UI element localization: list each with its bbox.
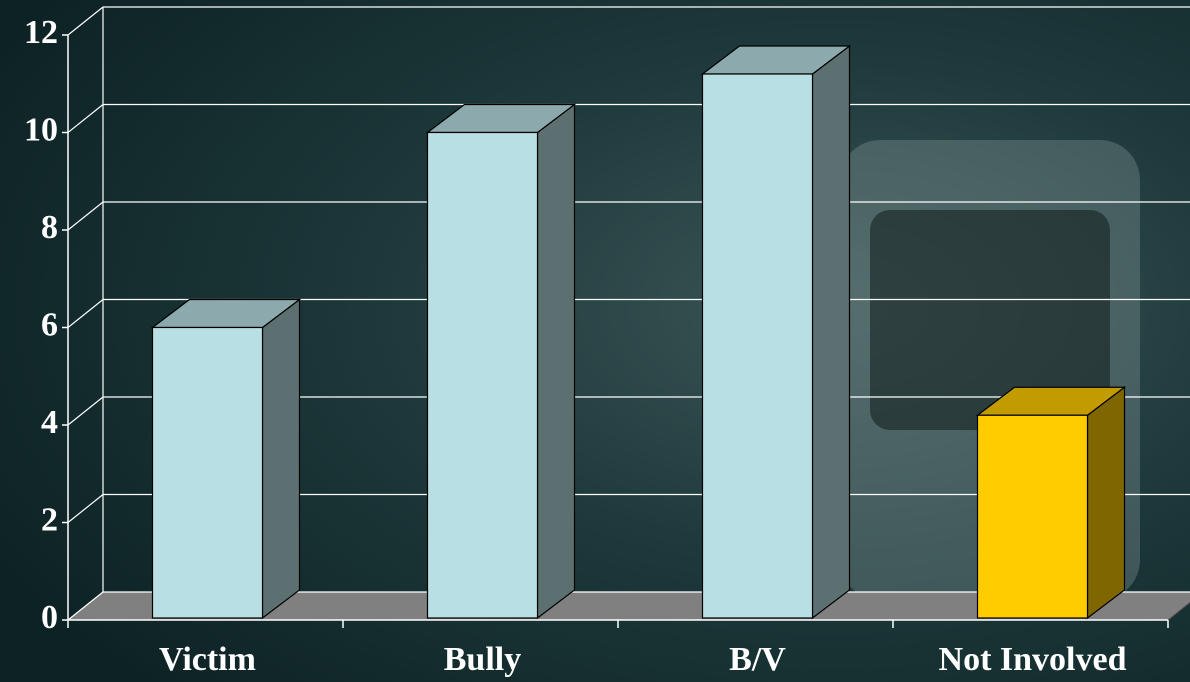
grid-line-side [67, 201, 104, 231]
grid-line-side [67, 104, 104, 133]
y-tick-label: 0 [41, 599, 58, 636]
y-tick-label: 4 [41, 404, 58, 441]
y-tick-label: 12 [24, 14, 58, 51]
x-tick-label: Bully [444, 641, 521, 678]
grid-line-side [67, 6, 104, 36]
grid-line-side [67, 591, 104, 621]
y-tick-label: 6 [41, 306, 58, 343]
background-screen [870, 210, 1110, 430]
bar-side [536, 103, 576, 620]
grid-line-side [67, 299, 104, 328]
bar-side [261, 298, 301, 620]
grid-line-side [67, 494, 104, 523]
bar [426, 131, 539, 619]
plot: 0 2 4 6 8 10 12 Victim Bully B/V Not Involved [24, 6, 1190, 678]
bar-side [1086, 386, 1126, 620]
x-tick-label: Not Involved [939, 641, 1127, 678]
bar [976, 414, 1089, 619]
bar [701, 73, 814, 619]
y-tick-label: 10 [24, 111, 58, 148]
bar [151, 326, 264, 619]
x-tick-label: B/V [729, 641, 786, 678]
bar-side [811, 44, 851, 620]
grid-line-side [67, 396, 104, 426]
y-tick-label: 8 [41, 209, 58, 246]
y-tick-label: 2 [41, 501, 58, 538]
x-tick-label: Victim [159, 641, 256, 678]
